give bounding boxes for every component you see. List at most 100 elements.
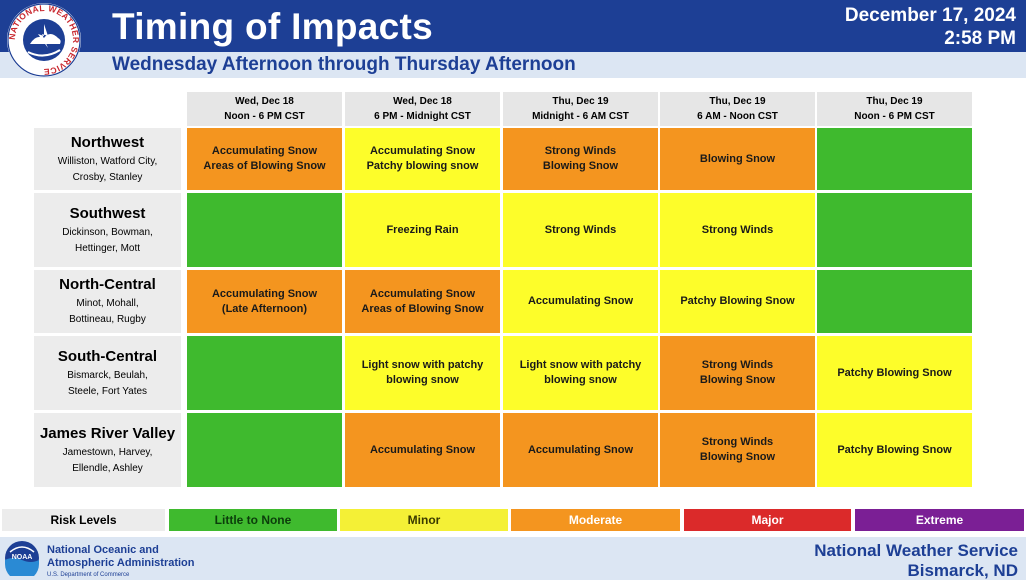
impact-cell: Blowing Snow [660, 128, 815, 190]
impact-text: Blowing Snow [699, 451, 776, 463]
page-title: Timing of Impacts [112, 6, 434, 47]
column-header: Wed, Dec 18 6 PM - Midnight CST [345, 92, 500, 126]
header-bar [0, 0, 1026, 52]
impact-text: Accumulating Snow [369, 145, 476, 157]
column-header: Thu, Dec 19 Midnight - 6 AM CST [503, 92, 658, 126]
impact-text: Strong Winds [701, 436, 774, 448]
impact-text: Accumulating Snow [369, 443, 476, 456]
impact-cell [817, 128, 972, 190]
impact-text: (Late Afternoon) [221, 302, 308, 315]
legend-item-extreme: Extreme [855, 509, 1024, 531]
region-towns: Steele, Fort Yates [67, 385, 148, 397]
svg-text:NOAA: NOAA [12, 554, 33, 561]
impact-text: Blowing Snow [542, 160, 619, 172]
impact-cell: Accumulating Snow [345, 413, 500, 487]
subheader-bar [0, 52, 1026, 78]
impact-cell: Light snow with patchy blowing snow [345, 336, 500, 410]
impact-text: blowing snow [386, 374, 459, 386]
impact-text: Areas of Blowing Snow [361, 302, 484, 315]
impact-text: Blowing Snow [699, 374, 776, 386]
column-header: Wed, Dec 18 Noon - 6 PM CST [187, 92, 342, 126]
impact-text: Accumulating Snow [527, 443, 634, 456]
impact-cell [817, 193, 972, 267]
page-subtitle: Wednesday Afternoon through Thursday Aft… [112, 54, 576, 75]
impact-text: blowing snow [544, 374, 617, 386]
impact-text: Light snow with patchy [519, 359, 642, 371]
impact-cell: Accumulating Snow (Late Afternoon) [187, 270, 342, 333]
impact-cell: Strong Winds Blowing Snow [660, 336, 815, 410]
legend-item-little-to-none: Little to None [169, 509, 337, 531]
impact-text: Blowing Snow [699, 152, 776, 165]
impact-cell: Strong Winds [660, 193, 815, 267]
nws-office: Bismarck, ND [907, 561, 1018, 580]
region-name: North-Central [59, 276, 156, 293]
impact-text: Accumulating Snow [369, 287, 476, 300]
region-towns: Dickinson, Bowman, [62, 226, 153, 238]
impact-text: Patchy Blowing Snow [837, 443, 952, 456]
noaa-name-line1: National Oceanic and [47, 544, 159, 556]
impact-text: Strong Winds [701, 223, 774, 236]
impact-cell: Strong Winds [503, 193, 658, 267]
impact-text: Freezing Rain [386, 223, 459, 236]
impact-text: Patchy Blowing Snow [680, 295, 795, 307]
region-towns: Jamestown, Harvey, [62, 446, 153, 458]
column-time: Midnight - 6 AM CST [532, 111, 629, 122]
region-towns: Crosby, Stanley [72, 171, 143, 183]
column-day: Wed, Dec 18 [235, 96, 294, 107]
region-name: James River Valley [39, 424, 176, 442]
impact-text: Strong Winds [701, 359, 774, 371]
column-time: Noon - 6 PM CST [224, 111, 305, 122]
issued-datetime: December 17, 2024 2:58 PM [845, 4, 1016, 50]
column-time: Noon - 6 PM CST [854, 111, 935, 122]
region-towns: Minot, Mohall, [76, 298, 139, 309]
nws-name: National Weather Service [814, 541, 1018, 560]
impact-cell [817, 270, 972, 333]
impact-cell [187, 336, 342, 410]
impact-text: Strong Winds [544, 145, 617, 157]
column-time: 6 PM - Midnight CST [374, 111, 471, 122]
impact-text: Accumulating Snow [211, 287, 318, 300]
impact-text: Patchy blowing snow [366, 160, 479, 172]
impact-cell: Accumulating Snow [503, 270, 658, 333]
impact-text: Areas of Blowing Snow [203, 160, 326, 172]
impact-text: Accumulating Snow [211, 145, 318, 157]
impact-text: Patchy Blowing Snow [837, 366, 952, 379]
column-day: Thu, Dec 19 [552, 96, 609, 107]
legend-item-major: Major [684, 509, 851, 531]
legend-item-moderate: Moderate [511, 509, 680, 531]
impact-cell: Accumulating Snow Areas of Blowing Snow [345, 270, 500, 333]
legend-item-minor: Minor [340, 509, 508, 531]
region-name: Southwest [69, 204, 146, 222]
impact-cell: Freezing Rain [345, 193, 500, 267]
region-name: South-Central [57, 347, 158, 365]
impact-cell: Accumulating Snow Patchy blowing snow [345, 128, 500, 190]
region-towns: Bottineau, Rugby [69, 314, 146, 325]
footer-bar [0, 537, 1026, 580]
region-label: Northwest Williston, Watford City, Crosb… [34, 128, 181, 190]
region-towns: Bismarck, Beulah, [67, 369, 148, 381]
impact-cell: Patchy Blowing Snow [817, 336, 972, 410]
column-day: Wed, Dec 18 [393, 96, 452, 107]
region-label: North-Central Minot, Mohall, Bottineau, … [34, 270, 181, 333]
impact-text: Light snow with patchy [361, 359, 484, 371]
column-day: Thu, Dec 19 [866, 96, 923, 107]
impact-cell: Accumulating Snow [503, 413, 658, 487]
column-header: Thu, Dec 19 Noon - 6 PM CST [817, 92, 972, 126]
region-label: South-Central Bismarck, Beulah, Steele, … [34, 336, 181, 410]
column-header: Thu, Dec 19 6 AM - Noon CST [660, 92, 815, 126]
region-towns: Ellendle, Ashley [72, 462, 143, 474]
column-time: 6 AM - Noon CST [697, 111, 778, 122]
impact-cell: Patchy Blowing Snow [817, 413, 972, 487]
impact-cell: Strong Winds Blowing Snow [660, 413, 815, 487]
noaa-department: U.S. Department of Commerce [47, 572, 130, 578]
impact-cell: Strong Winds Blowing Snow [503, 128, 658, 190]
region-name: Northwest [70, 133, 145, 151]
noaa-name-line2: Atmospheric Administration [47, 557, 195, 569]
impact-text: Accumulating Snow [527, 295, 634, 307]
impact-cell [187, 193, 342, 267]
impact-cell [187, 413, 342, 487]
region-towns: Hettinger, Mott [74, 242, 141, 254]
impact-cell: Patchy Blowing Snow [660, 270, 815, 333]
impact-cell: Light snow with patchy blowing snow [503, 336, 658, 410]
issued-time: 2:58 PM [944, 28, 1016, 49]
